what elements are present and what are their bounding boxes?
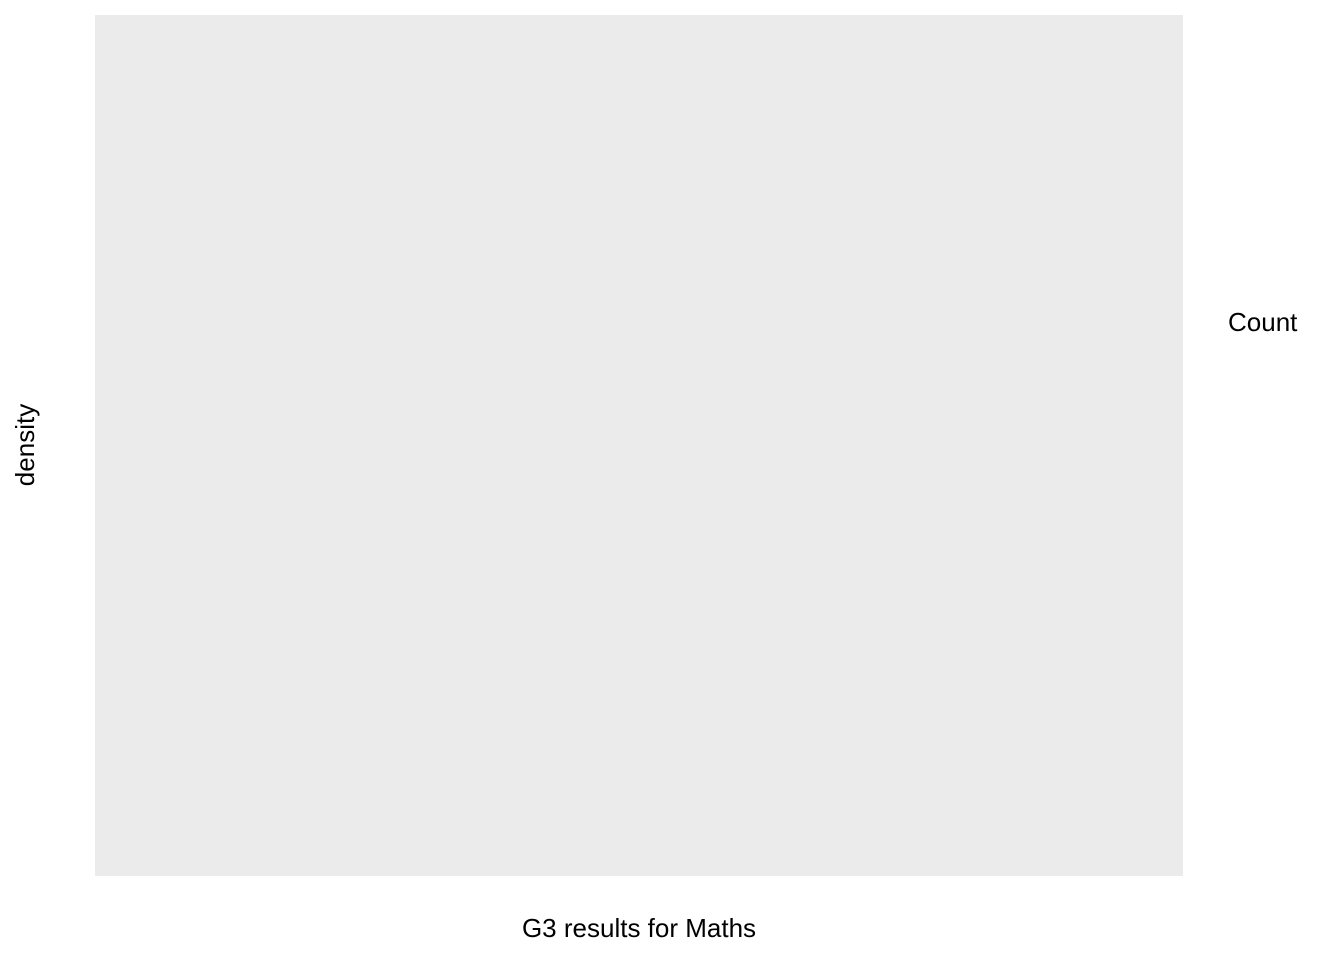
panel [95,15,1183,876]
legend-title: Count [1228,307,1298,337]
x-axis-title: G3 results for Maths [522,913,756,943]
y-axis-title: density [10,404,40,486]
